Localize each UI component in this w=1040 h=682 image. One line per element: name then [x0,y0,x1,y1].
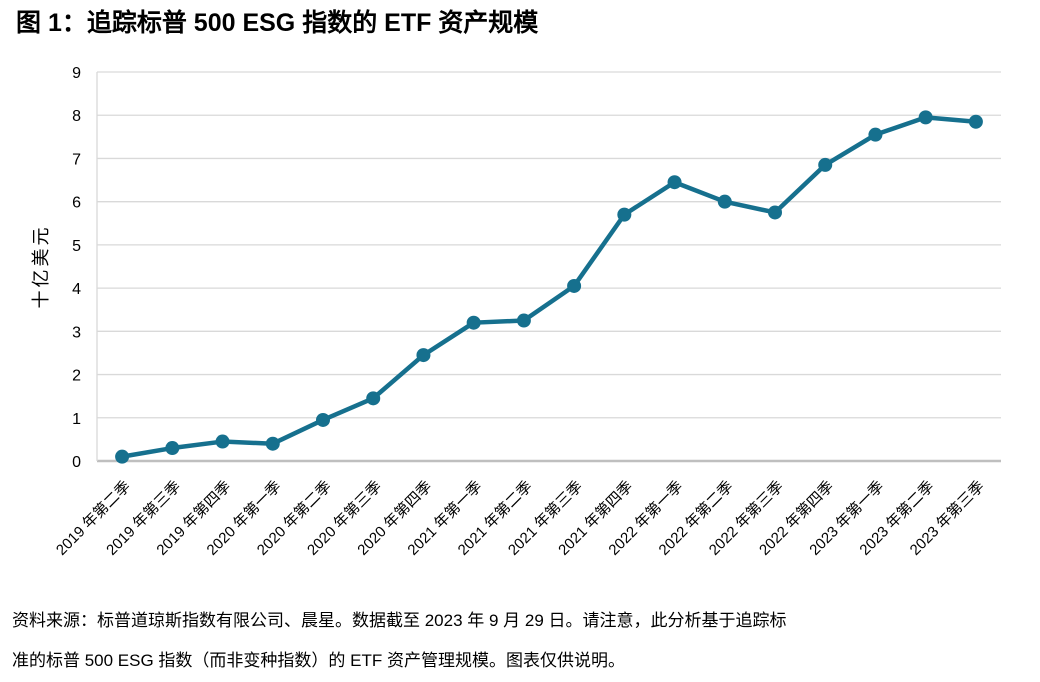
data-point-marker [567,278,582,293]
data-point-marker [316,412,330,427]
data-point-marker [918,110,933,125]
y-tick-label: 7 [72,151,81,168]
y-tick-label: 4 [72,281,81,298]
data-point-marker [868,127,883,142]
data-point-marker [115,449,130,464]
data-point-marker [516,313,531,328]
y-tick-label: 2 [72,368,81,385]
y-tick-label: 0 [72,454,81,471]
data-point-marker [667,175,682,190]
data-point-marker [768,205,782,220]
source-note-line1: 资料来源：标普道琼斯指数有限公司、晨星。数据截至 2023 年 9 月 29 日… [12,611,787,630]
y-axis-title: 十亿美元 [31,225,51,309]
data-point-marker [968,114,983,129]
data-point-marker [366,391,381,406]
y-tick-label: 8 [72,108,81,125]
y-tick-label: 3 [72,324,81,341]
data-point-marker [165,441,180,456]
source-note: 资料来源：标普道琼斯指数有限公司、晨星。数据截至 2023 年 9 月 29 日… [12,601,1028,681]
y-tick-label: 1 [72,411,81,428]
y-tick-label: 9 [72,65,81,82]
series-line [119,115,979,459]
data-point-marker [717,194,732,209]
data-point-marker [416,348,431,363]
data-point-marker [617,207,632,222]
source-note-line2: 准的标普 500 ESG 指数（而非变种指数）的 ETF 资产管理规模。图表仅供… [12,651,625,670]
data-point-marker [215,434,230,449]
y-tick-label: 5 [72,238,81,255]
data-point-marker [818,157,833,172]
y-tick-label: 6 [72,195,81,212]
data-point-marker [265,436,280,451]
chart-title: 图 1：追踪标普 500 ESG 指数的 ETF 资产规模 [16,9,539,37]
data-point-marker [466,315,481,330]
